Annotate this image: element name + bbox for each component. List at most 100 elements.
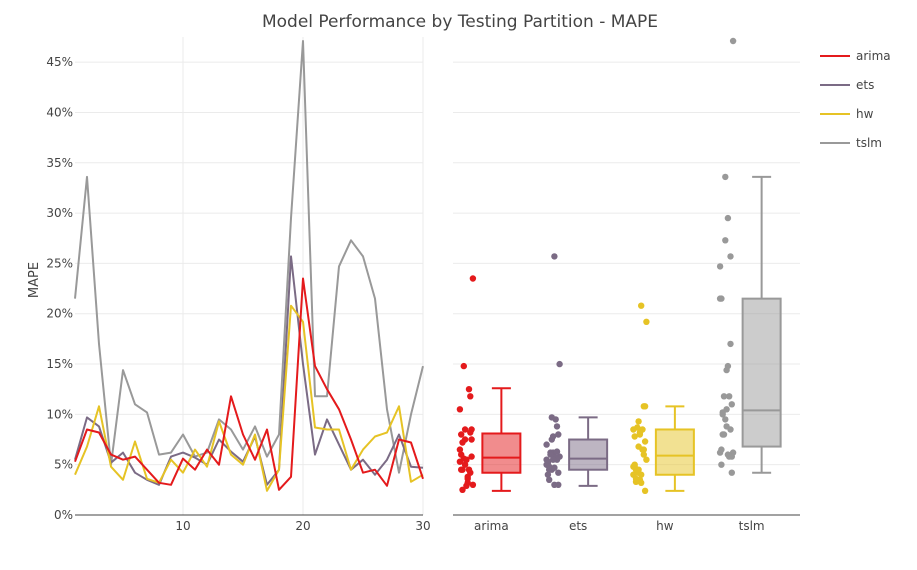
box-point-arima [465,386,473,393]
y-tick-label: 35% [46,156,73,170]
box-point-tslm [726,393,733,400]
box-point-ets [549,433,557,440]
box-category-label: tslm [739,519,765,533]
box-category-label: ets [569,519,587,533]
legend-label: ets [856,78,874,92]
box-plots: arima ets hw tslm [456,37,782,533]
box-category-label: hw [656,519,674,533]
box-group-ets: ets [543,253,609,533]
box-point-hw [635,466,642,473]
box-point-tslm [728,401,735,408]
box-point-ets [546,476,553,483]
y-tick-label: 40% [46,105,73,119]
box-point-hw [638,302,645,309]
legend-label: tslm [856,136,882,150]
box-point-hw [641,438,649,445]
box-point-hw [638,471,645,478]
box-point-hw [630,426,637,433]
box-group-hw: hw [630,302,695,533]
y-tick-label: 30% [46,206,73,220]
legend-item-hw[interactable]: hw [820,107,874,121]
x-tick-label: 20 [295,519,310,533]
chart-title: Model Performance by Testing Partition -… [262,12,658,32]
left-gridlines [75,37,424,516]
box-point-ets [553,423,561,430]
box-point-hw [638,479,645,486]
box-point-tslm [728,469,735,476]
box-point-tslm [722,173,729,181]
right-gridlines [453,61,800,516]
legend-item-ets[interactable]: ets [820,78,874,92]
line-series [74,40,424,492]
box-point-ets [549,456,557,463]
box-point-ets [555,469,562,476]
legend-item-tslm[interactable]: tslm [820,136,882,150]
box-point-ets [546,463,553,470]
box-point-arima [468,436,475,443]
y-tick-label: 10% [46,407,73,421]
box-point-tslm [718,295,725,302]
box-point-hw [631,461,638,468]
box-point-ets [547,451,554,458]
box-point-ets [543,441,550,448]
legend-label: hw [856,107,874,121]
box-point-arima [461,426,469,433]
box-point-ets [544,458,552,465]
box-point-ets [555,481,562,488]
box-point-arima [467,469,474,476]
box-point-arima [458,431,465,438]
box-point-arima [461,461,469,468]
box-point-arima [468,453,475,460]
box-point-tslm [724,214,732,222]
x-tick-labels: 10 20 30 [175,519,430,533]
box-point-tslm [724,362,732,370]
box-point-hw [640,446,647,453]
box-point-ets [552,416,559,423]
box-point-arima [469,275,477,282]
box-point-arima [464,475,471,482]
y-tick-label: 0% [54,508,73,522]
box-category-label: arima [474,519,509,533]
box-point-arima [456,446,464,453]
box-point-ets [551,464,558,471]
box-point-tslm [728,453,735,460]
box-point-arima [463,482,470,489]
box-point-tslm [718,461,725,468]
box-point-tslm [720,393,728,400]
box-point-arima [468,426,475,433]
box-point-hw [643,318,650,325]
box-point-tslm [727,253,734,260]
box-point-tslm [727,340,734,348]
y-tick-label: 20% [46,307,73,321]
box-point-hw [631,433,638,440]
box-point-arima [463,456,470,463]
box-point-ets [551,253,558,260]
box-point-tslm [719,431,726,438]
box-point-arima [459,439,466,446]
legend-label: arima [856,49,891,63]
box-point-tslm [723,423,730,430]
box-point-hw [643,456,650,463]
box-point-ets [553,448,561,455]
box-point-tslm [718,446,725,453]
y-tick-label: 45% [46,55,73,69]
y-tick-label: 5% [54,458,73,472]
y-tick-labels: 0% 5% 10% 15% 20% 25% 30% 35% 40% 45% [46,55,73,522]
legend-item-arima[interactable]: arima [820,49,891,63]
box-point-tslm [722,416,729,423]
box-point-tslm [729,37,737,45]
box-point-tslm [723,406,730,413]
series-line-tslm [74,40,424,474]
y-axis-label: MAPE [27,262,42,298]
box-point-tslm [722,237,729,244]
box-point-arima [458,466,465,473]
box-point-ets [555,431,562,438]
box-tslm [741,297,782,448]
series-line-hw [74,304,424,492]
box-point-hw [632,478,640,485]
y-tick-label: 25% [46,256,73,270]
box-point-ets [544,471,552,478]
box-point-hw [641,403,649,410]
legend[interactable]: arima ets hw tslm [820,49,891,150]
